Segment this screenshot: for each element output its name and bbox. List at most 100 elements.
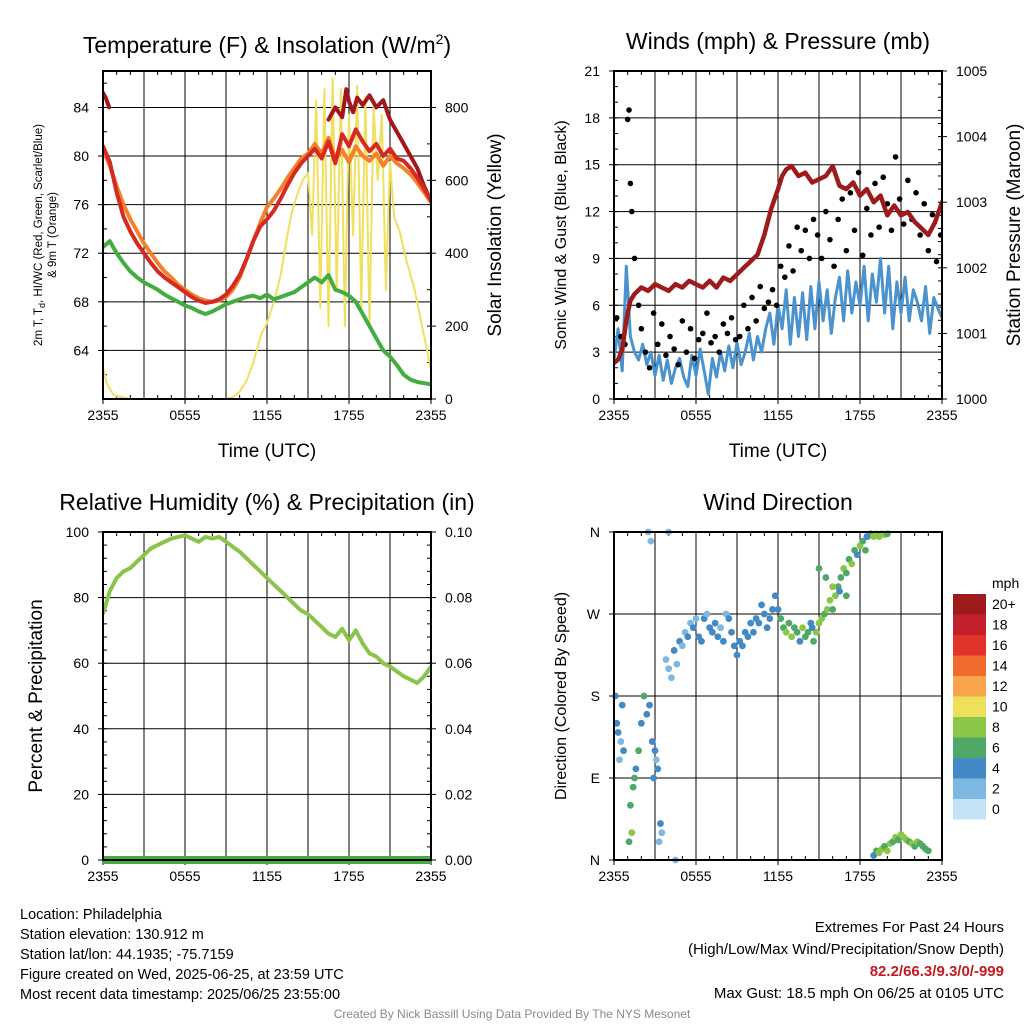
gust-point <box>802 227 809 234</box>
gust-point <box>695 336 702 343</box>
direction-point <box>711 619 719 627</box>
gust-point <box>868 232 874 238</box>
gust-point <box>753 318 759 324</box>
direction-point <box>637 719 645 727</box>
direction-point <box>750 628 757 636</box>
x-tick-label: 2355 <box>87 407 118 423</box>
legend-label: 14 <box>992 658 1008 674</box>
station-info: Location: Philadelphia Station elevation… <box>20 905 344 1005</box>
y-tick-label: N <box>590 852 600 868</box>
gust-point <box>691 355 698 362</box>
direction-point <box>614 729 622 736</box>
x-tick-label: 2355 <box>926 868 957 884</box>
y2-tick-label: 0.08 <box>445 590 472 606</box>
extremes-values: 82.2/66.3/9.3/0/-999 <box>869 963 1004 980</box>
direction-point <box>862 546 869 554</box>
direction-point <box>836 587 843 595</box>
direction-point <box>725 615 733 622</box>
direction-point <box>654 765 662 773</box>
footer-credit: Created By Nick Bassill Using Data Provi… <box>333 1007 691 1021</box>
y2-tick-label: 0.06 <box>445 655 472 671</box>
direction-point <box>853 551 861 559</box>
x-tick-label: 2355 <box>87 868 118 884</box>
direction-point <box>684 633 692 641</box>
x-tick-label: 1155 <box>252 868 282 884</box>
y-tick-label: 6 <box>592 297 600 313</box>
y-axis-label-line2: & 9m T (Orange) <box>47 192 59 278</box>
direction-point <box>617 738 625 745</box>
direction-point <box>648 738 656 745</box>
direction-point <box>632 765 640 773</box>
station-location: Location: Philadelphia <box>20 907 162 923</box>
x-tick-label: 0555 <box>169 407 200 423</box>
gust-point <box>683 349 690 355</box>
extremes-info: Extremes For Past 24 Hours (High/Low/Max… <box>688 917 1004 1005</box>
gust-point <box>888 227 895 234</box>
direction-point <box>655 838 663 846</box>
x-tick-label: 0555 <box>169 868 200 884</box>
gust-point <box>876 224 882 230</box>
x-tick-label: 1155 <box>763 868 793 884</box>
legend-swatch <box>953 778 986 799</box>
winds-pressure-chart: 2355 0555 1155 1755 2355 Winds (mph) & Pressu… <box>553 28 1024 462</box>
legend-label: 18 <box>992 617 1008 633</box>
chart-title: Winds (mph) & Pressure (mb) <box>626 28 930 54</box>
direction-point <box>714 633 722 641</box>
gust-point <box>880 174 887 181</box>
gust-point <box>761 305 768 312</box>
gust-point <box>798 247 805 254</box>
direction-point <box>678 642 686 650</box>
y2-tick-label: 1003 <box>956 194 987 210</box>
chart-title-end: ) <box>443 32 451 58</box>
gust-point <box>732 336 739 343</box>
y2-axis-label: Station Pressure (Maroon) <box>1004 124 1024 347</box>
gust-point <box>724 330 731 337</box>
gust-point <box>659 321 665 327</box>
legend-swatch <box>953 799 986 820</box>
gust-point <box>892 154 899 160</box>
direction-point <box>766 615 774 622</box>
gust-point <box>749 294 755 301</box>
direction-point <box>823 606 831 613</box>
gust-point <box>843 247 850 254</box>
direction-point <box>771 592 779 600</box>
legend-title: mph <box>992 575 1019 591</box>
y2-tick-label: 0.02 <box>445 786 472 802</box>
legend-swatch <box>953 696 986 717</box>
gust-point <box>745 325 751 332</box>
y2-tick-label: 600 <box>445 172 469 188</box>
temperature-series-line <box>326 87 431 203</box>
max-gust: Max Gust: 18.5 mph On 06/25 at 0105 UTC <box>713 985 1004 1002</box>
direction-point <box>646 701 653 709</box>
y-tick-label: 80 <box>73 148 89 164</box>
direction-point <box>651 747 659 755</box>
direction-point <box>613 719 621 727</box>
direction-point <box>842 569 850 577</box>
y-tick-label: 40 <box>73 721 89 737</box>
gust-point <box>679 318 686 324</box>
y-tick-label: 76 <box>73 197 89 213</box>
x-tick-label: 0555 <box>680 407 711 423</box>
gust-point <box>769 286 776 293</box>
y2-tick-label: 400 <box>445 245 469 261</box>
chart-title: Temperature (F) & Insolation (W/m2) <box>83 31 451 58</box>
direction-point <box>662 656 670 663</box>
gust-point <box>835 216 841 223</box>
x-tick-label: 2355 <box>415 407 446 423</box>
gust-point <box>635 302 642 309</box>
direction-point <box>670 647 678 654</box>
direction-point <box>788 633 796 641</box>
gust-point <box>650 310 657 316</box>
gust-point <box>720 321 727 327</box>
direction-point <box>611 692 619 700</box>
x-tick-label: 1755 <box>333 407 364 423</box>
direction-point <box>730 642 738 650</box>
y2-tick-label: 1000 <box>956 391 987 407</box>
direction-point <box>924 847 932 855</box>
pressure-line <box>614 163 942 366</box>
direction-point <box>812 628 820 636</box>
gust-point <box>638 325 645 332</box>
gust-point <box>872 180 878 187</box>
gust-point <box>794 224 800 230</box>
